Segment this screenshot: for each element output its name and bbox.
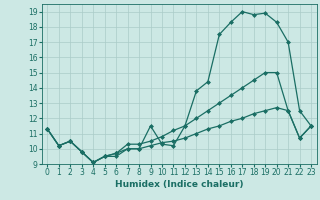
X-axis label: Humidex (Indice chaleur): Humidex (Indice chaleur)	[115, 180, 244, 189]
